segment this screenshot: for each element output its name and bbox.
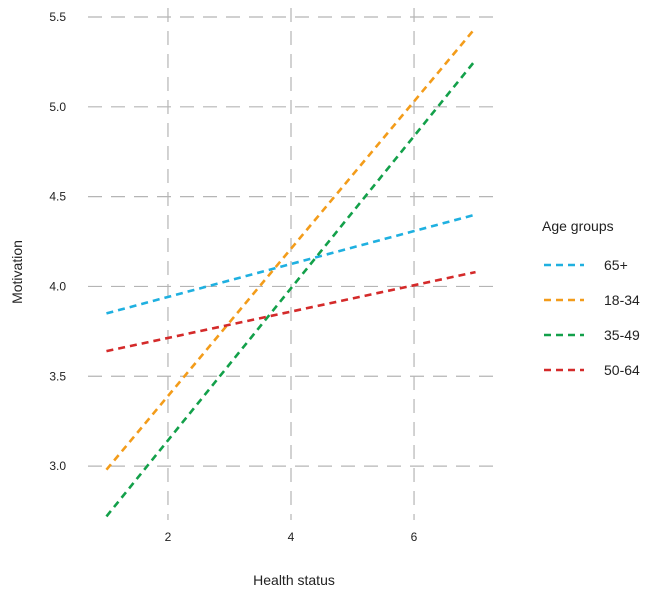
y-tick-label: 4.5 bbox=[49, 190, 66, 204]
y-tick-label: 5.5 bbox=[49, 10, 66, 24]
y-axis-ticks: 3.0 3.5 4.0 4.5 5.0 5.5 bbox=[49, 10, 66, 473]
y-tick-label: 3.0 bbox=[49, 459, 66, 473]
series-line-50-64 bbox=[106, 270, 476, 353]
legend-label: 50-64 bbox=[604, 362, 640, 378]
series-lines bbox=[105, 26, 477, 518]
series-line-35-49 bbox=[105, 59, 477, 518]
y-tick-label: 3.5 bbox=[49, 369, 66, 383]
x-tick-label: 6 bbox=[411, 530, 418, 544]
legend-label: 18-34 bbox=[604, 292, 640, 308]
y-tick-label: 4.0 bbox=[49, 279, 66, 293]
series-line-65+ bbox=[106, 213, 476, 315]
y-tick-label: 5.0 bbox=[49, 100, 66, 114]
x-tick-label: 4 bbox=[288, 530, 295, 544]
legend-label: 35-49 bbox=[604, 327, 640, 343]
legend-title: Age groups bbox=[542, 218, 614, 234]
x-tick-label: 2 bbox=[165, 530, 172, 544]
grid bbox=[88, 8, 494, 520]
legend-label: 65+ bbox=[604, 257, 628, 273]
x-axis-ticks: 2 4 6 bbox=[165, 530, 418, 544]
y-axis-title: Motivation bbox=[9, 240, 25, 304]
legend: Age groups 65+ 18-34 35-49 50-64 bbox=[542, 218, 640, 378]
x-axis-title: Health status bbox=[253, 572, 335, 588]
